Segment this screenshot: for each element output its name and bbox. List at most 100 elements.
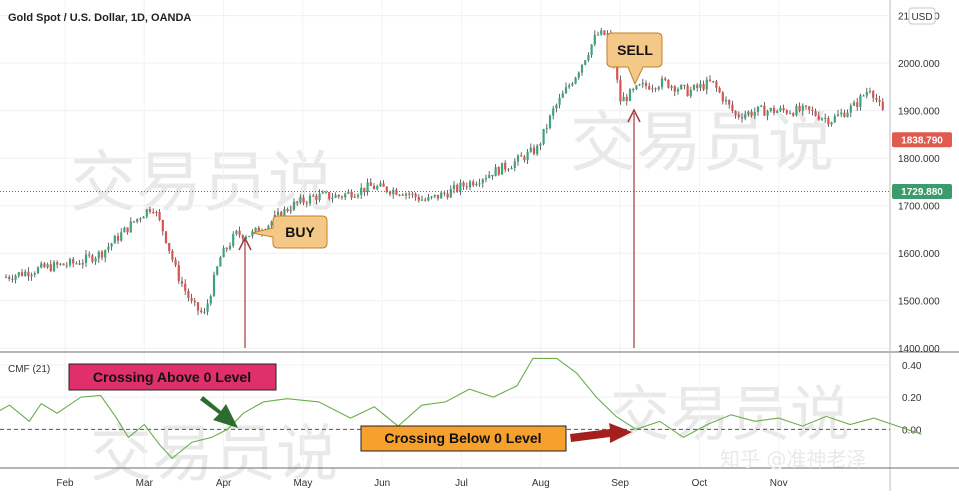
candle-body bbox=[417, 197, 420, 201]
candle-body bbox=[811, 109, 814, 111]
candle-body bbox=[171, 250, 174, 260]
candle-body bbox=[497, 167, 500, 175]
candle-body bbox=[385, 186, 388, 192]
cmf-axis: 0.400.200.00 bbox=[902, 361, 922, 436]
candle-body bbox=[641, 82, 644, 85]
candle-body bbox=[337, 194, 340, 197]
candle-body bbox=[318, 193, 321, 200]
candle-body bbox=[88, 254, 91, 256]
candle-body bbox=[443, 192, 446, 194]
candle-body bbox=[238, 230, 241, 236]
candle-body bbox=[142, 216, 145, 219]
candle-body bbox=[97, 251, 100, 259]
sell-arrow-icon bbox=[627, 108, 641, 123]
currency-label: USD bbox=[911, 12, 932, 23]
month-label: Nov bbox=[770, 478, 788, 489]
candle-body bbox=[651, 88, 654, 90]
watermark: 交易员说 交易员说 交易员说 交易员说 bbox=[70, 104, 850, 490]
currency-badge bbox=[908, 7, 936, 25]
candle-body bbox=[507, 169, 510, 171]
candle-body bbox=[590, 44, 593, 55]
candle-body bbox=[500, 162, 504, 175]
candle-body bbox=[395, 189, 398, 195]
candle-body bbox=[862, 95, 865, 97]
candle-body bbox=[840, 112, 843, 115]
candle-body bbox=[56, 262, 59, 265]
month-label: Jul bbox=[455, 478, 468, 489]
candle-body bbox=[388, 191, 392, 195]
candle-body bbox=[305, 202, 308, 204]
candle-body bbox=[715, 81, 718, 88]
candle-body bbox=[776, 110, 779, 113]
candle-body bbox=[872, 91, 875, 98]
candle-body bbox=[228, 245, 232, 250]
candle-body bbox=[574, 77, 577, 84]
candle-body bbox=[187, 290, 190, 299]
candle-body bbox=[299, 197, 302, 203]
candle-body bbox=[638, 84, 641, 86]
candle-body bbox=[350, 191, 353, 198]
candle-body bbox=[648, 86, 651, 90]
candle-body bbox=[632, 89, 635, 91]
crossing-above-annotation: Crossing Above 0 Level bbox=[68, 363, 277, 428]
candle-body bbox=[603, 30, 606, 35]
candle-body bbox=[216, 266, 219, 275]
candle-body bbox=[584, 60, 587, 65]
candle-body bbox=[456, 184, 459, 192]
candle-body bbox=[312, 195, 315, 197]
candle-body bbox=[139, 218, 142, 220]
candle-body bbox=[59, 263, 62, 265]
candle-body bbox=[660, 78, 664, 88]
candle-body bbox=[622, 96, 625, 102]
sell-callout: SELL bbox=[606, 32, 663, 86]
candle-body bbox=[558, 97, 561, 105]
candle-body bbox=[209, 296, 212, 304]
candle-body bbox=[820, 118, 824, 120]
candle-body bbox=[424, 199, 427, 201]
candle-body bbox=[267, 225, 270, 232]
candle-body bbox=[174, 259, 177, 266]
candle-body bbox=[331, 197, 334, 199]
candle-body bbox=[846, 112, 849, 117]
candle-body bbox=[833, 116, 836, 123]
candle-body bbox=[24, 271, 27, 276]
candle-body bbox=[788, 113, 792, 115]
candle-body bbox=[292, 201, 296, 210]
candle-body bbox=[782, 107, 785, 111]
candle-body bbox=[740, 116, 744, 119]
candle-body bbox=[334, 194, 337, 198]
candle-body bbox=[11, 278, 14, 280]
crossing-above-label: Crossing Above 0 Level bbox=[93, 369, 251, 385]
candle-body bbox=[379, 183, 382, 187]
candle-body bbox=[785, 110, 788, 114]
month-label: Mar bbox=[136, 478, 154, 489]
candle-body bbox=[635, 85, 638, 90]
watermark-text: 交易员说 bbox=[70, 144, 334, 221]
candle-body bbox=[177, 265, 180, 281]
month-label: Jun bbox=[374, 478, 390, 489]
candle-body bbox=[376, 186, 379, 190]
candle-body bbox=[72, 259, 75, 264]
month-label: Feb bbox=[56, 478, 74, 489]
price-tick-label: 1900.000 bbox=[898, 107, 940, 118]
price-tick-label: 1700.000 bbox=[898, 202, 940, 213]
crossing-below-label: Crossing Below 0 Level bbox=[384, 430, 541, 446]
ref-price-badge bbox=[892, 183, 952, 199]
candle-body bbox=[644, 82, 648, 87]
candle-body bbox=[14, 275, 17, 280]
candle-body bbox=[104, 249, 107, 258]
candle-body bbox=[702, 83, 705, 90]
candle-body bbox=[145, 209, 148, 217]
red-arrow-icon bbox=[570, 423, 632, 443]
price-tick-label: 1600.000 bbox=[898, 249, 940, 260]
candle-body bbox=[548, 115, 552, 128]
candle-body bbox=[817, 115, 820, 120]
candle-body bbox=[769, 108, 772, 111]
cmf-line bbox=[0, 357, 922, 460]
candle-body bbox=[491, 174, 494, 177]
month-label: May bbox=[293, 478, 312, 489]
candle-body bbox=[475, 183, 478, 186]
candle-body bbox=[516, 155, 520, 162]
candle-body bbox=[107, 246, 110, 250]
buy-callout-box bbox=[251, 215, 328, 249]
